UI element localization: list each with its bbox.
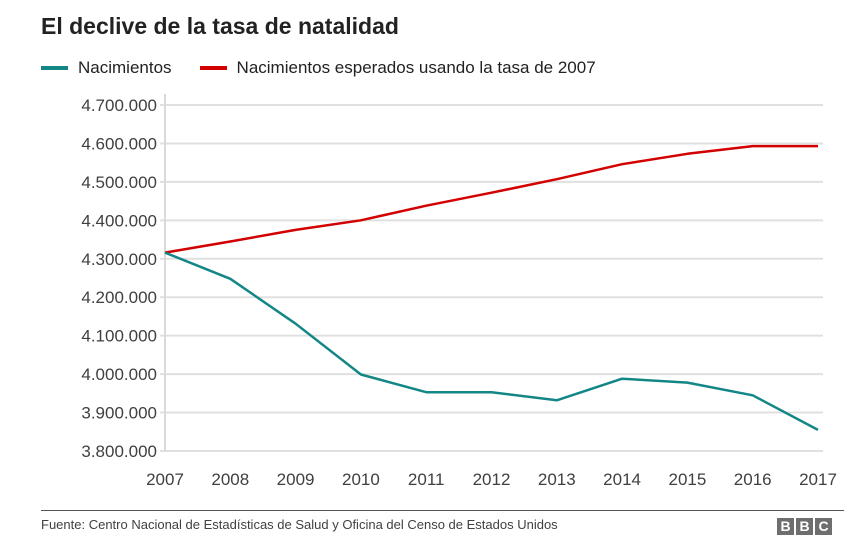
y-tick-label: 3.800.000 xyxy=(81,442,157,461)
footer-divider xyxy=(41,510,844,511)
y-tick-label: 4.600.000 xyxy=(81,134,157,153)
y-tick-label: 4.500.000 xyxy=(81,173,157,192)
legend-item-esperados: Nacimientos esperados usando la tasa de … xyxy=(199,58,596,78)
legend-label-esperados: Nacimientos esperados usando la tasa de … xyxy=(236,58,596,77)
legend-swatch-esperados xyxy=(199,66,227,70)
legend-item-nacimientos: Nacimientos xyxy=(41,58,172,78)
y-tick-label: 4.100.000 xyxy=(81,327,157,346)
y-axis-ticks: 4.700.000 4.600.000 4.500.000 4.400.000 4.30… xyxy=(81,96,157,461)
legend-label-nacimientos: Nacimientos xyxy=(78,58,172,77)
y-tick-label: 4.400.000 xyxy=(81,211,157,230)
y-tick-label: 3.900.000 xyxy=(81,404,157,423)
bbc-logo-letter: B xyxy=(777,518,794,535)
x-tick-label: 2009 xyxy=(277,470,315,489)
source-note: Fuente: Centro Nacional de Estadísticas … xyxy=(41,517,558,532)
x-tick-label: 2016 xyxy=(734,470,772,489)
x-tick-label: 2017 xyxy=(799,470,837,489)
series-lines xyxy=(164,144,819,432)
chart-title: El declive de la tasa de natalidad xyxy=(41,13,399,39)
gridlines xyxy=(160,104,823,452)
y-tick-label: 4.300.000 xyxy=(81,250,157,269)
x-tick-label: 2007 xyxy=(146,470,184,489)
chart-legend: Nacimientos Nacimientos esperados usando… xyxy=(41,58,624,78)
x-axis-ticks: 2007 2008 2009 2010 2011 2012 2013 2014 2015 2016… xyxy=(146,470,837,489)
x-tick-label: 2013 xyxy=(538,470,576,489)
y-tick-label: 4.000.000 xyxy=(81,365,157,384)
y-tick-label: 4.700.000 xyxy=(81,96,157,115)
x-tick-label: 2011 xyxy=(408,470,445,489)
x-tick-label: 2012 xyxy=(473,470,511,489)
bbc-logo: B B C xyxy=(777,518,834,535)
x-tick-label: 2008 xyxy=(211,470,249,489)
legend-swatch-nacimientos xyxy=(41,66,68,70)
x-tick-label: 2010 xyxy=(342,470,380,489)
y-tick-label: 4.200.000 xyxy=(81,288,157,307)
x-tick-label: 2015 xyxy=(668,470,706,489)
bbc-logo-letter: B xyxy=(796,518,813,535)
series-line-nacimientos xyxy=(164,251,819,432)
series-line-esperados xyxy=(164,144,818,254)
bbc-logo-letter: C xyxy=(815,518,832,535)
x-tick-label: 2014 xyxy=(603,470,641,489)
